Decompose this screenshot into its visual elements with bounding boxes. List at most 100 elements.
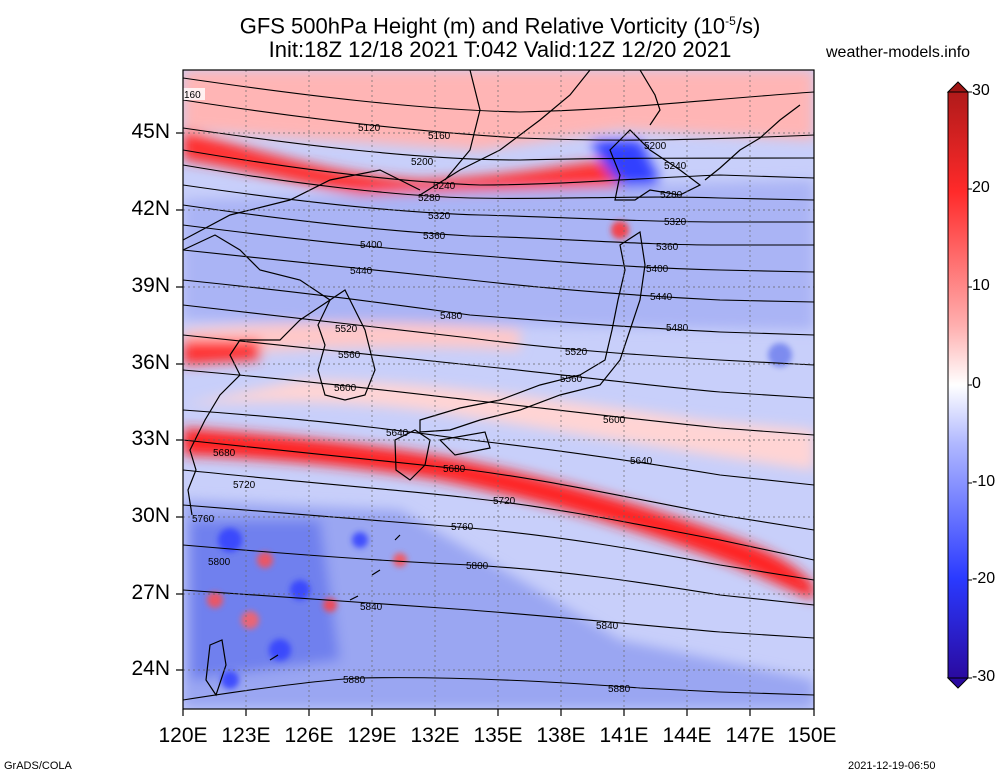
field-subtropical-streak: [183, 380, 814, 470]
contour-line-5200: [183, 127, 814, 161]
lon-label-150e: 150E: [787, 724, 837, 747]
contour-label-5280-east: 5280: [660, 190, 683, 201]
contour-label-5240-east: 5240: [664, 161, 687, 172]
contour-label-5760-east: 5760: [451, 522, 474, 533]
site-label: weather-models.info: [826, 44, 971, 61]
field-south-negative: [183, 500, 814, 709]
field-south-cells: [190, 520, 340, 680]
field-korea-positive: [183, 340, 260, 365]
contour-label-5120: 5120: [358, 123, 381, 134]
lat-label-36n: 36N: [131, 351, 170, 374]
contour-line-5600: [183, 369, 814, 436]
contour-label-5200: 5200: [411, 157, 434, 168]
contour-label-5360-east: 5360: [656, 242, 679, 253]
contour-label-5400: 5400: [360, 240, 383, 251]
colorbar-bottom-arrow: [946, 677, 970, 689]
contour-label-5320-east: 5320: [664, 217, 687, 228]
lon-label-120e: 120E: [158, 724, 208, 747]
contour-line-5320: [183, 184, 814, 223]
contour-label-5720: 5720: [233, 480, 256, 491]
field-north-positive: [183, 70, 814, 150]
contour-label-5840: 5840: [360, 602, 383, 613]
contour-label-5440: 5440: [350, 266, 373, 277]
lon-label-135e: 135E: [473, 724, 523, 747]
china-coast: [183, 234, 332, 516]
contour-label-5800: 5800: [208, 557, 231, 568]
coastlines: [183, 70, 801, 697]
contour-line-5680: [183, 439, 814, 531]
contour-label-5680-east: 5680: [443, 464, 466, 475]
taiwan-outline: [205, 639, 227, 697]
contour-line-5720: [183, 469, 814, 561]
vorticity-field: [183, 70, 814, 709]
lon-label-132e: 132E: [410, 724, 460, 747]
colorbar-label-neg10: -10: [972, 473, 996, 490]
contour-label-5400-east: 5400: [646, 264, 669, 275]
field-mid-streak: [183, 322, 520, 360]
lat-label-27n: 27N: [131, 581, 170, 604]
chart-title-line2: Init:18Z 12/18 2021 T:042 Valid:12Z 12/2…: [268, 37, 732, 62]
lat-label-33n: 33N: [131, 427, 170, 450]
contour-line-5400: [183, 224, 814, 273]
field-hokkaido-negative: [590, 140, 660, 200]
lat-label-42n: 42N: [131, 197, 170, 220]
contour-line-5520: [183, 304, 814, 366]
contour-labels: 160 5120 5160 5200 5200 5240 5240 5280 5…: [183, 88, 689, 695]
contour-line-5880: [183, 677, 814, 701]
china-border: [183, 169, 421, 241]
lon-label-123e: 123E: [221, 724, 271, 747]
contour-label-5880-east: 5880: [608, 684, 631, 695]
colorbar-label-0: 0: [972, 375, 981, 392]
contour-line-5840: [183, 589, 814, 639]
contour-label-5760: 5760: [192, 514, 215, 525]
contour-label-5480-east: 5480: [666, 323, 689, 334]
contour-label-5280: 5280: [418, 193, 441, 204]
kuril-chain: [704, 104, 801, 181]
lat-label-39n: 39N: [131, 274, 170, 297]
footer-timestamp: 2021-12-19-06:50: [848, 760, 936, 772]
contour-label-5720-east: 5720: [493, 496, 516, 507]
lat-label-30n: 30N: [131, 504, 170, 527]
contour-label-5600: 5600: [334, 383, 357, 394]
contour-label-5360: 5360: [423, 231, 446, 242]
lon-label-138e: 138E: [536, 724, 586, 747]
contour-label-5600-east: 5600: [603, 415, 626, 426]
contour-label-5800-east: 5800: [466, 561, 489, 572]
lat-lon-grid: [183, 70, 814, 709]
lat-label-24n: 24N: [131, 657, 170, 680]
colorbar-label-neg30: -30: [972, 668, 996, 685]
korea-outline: [317, 289, 376, 401]
contour-line-5800: [183, 544, 814, 606]
shikoku-outline: [438, 431, 491, 456]
title-text-a: GFS 500hPa Height (m) and Relative Vorti…: [239, 13, 726, 39]
colorbar-label-neg20: -20: [972, 570, 996, 587]
contour-label-5440-east: 5440: [650, 292, 673, 303]
contour-label-5640-east: 5640: [630, 456, 653, 467]
colorbar-label-20: 20: [972, 179, 990, 196]
contour-line-5160: [183, 99, 814, 141]
contour-label-5320: 5320: [428, 211, 451, 222]
contour-line-5440: [183, 249, 814, 303]
colorbar-scale: [947, 91, 969, 679]
colorbar-top-arrow: [946, 81, 970, 93]
lon-label-147e: 147E: [725, 724, 775, 747]
lon-label-141e: 141E: [599, 724, 649, 747]
contour-label-5200-east: 5200: [644, 141, 667, 152]
contour-label-5560: 5560: [338, 350, 361, 361]
russia-border: [444, 70, 481, 181]
contour-label-5840-east: 5840: [596, 621, 619, 632]
colorbar-label-30: 30: [972, 82, 990, 99]
title-superscript: -5: [725, 14, 736, 28]
contour-line-5240: [183, 149, 814, 186]
contour-line-5760: [183, 504, 814, 581]
footer-software: GrADS/COLA: [4, 760, 72, 772]
title-text-b: /s): [735, 13, 761, 39]
contour-label-5240: 5240: [433, 181, 456, 192]
contour-line-5120: [183, 77, 814, 113]
honshu-outline: [419, 230, 646, 433]
contour-label-5160: 5160: [428, 131, 451, 142]
sakhalin-outline: [639, 70, 661, 126]
contour-label-edge: 160: [184, 90, 201, 101]
chart-title-line1: GFS 500hPa Height (m) and Relative Vorti…: [140, 8, 860, 39]
